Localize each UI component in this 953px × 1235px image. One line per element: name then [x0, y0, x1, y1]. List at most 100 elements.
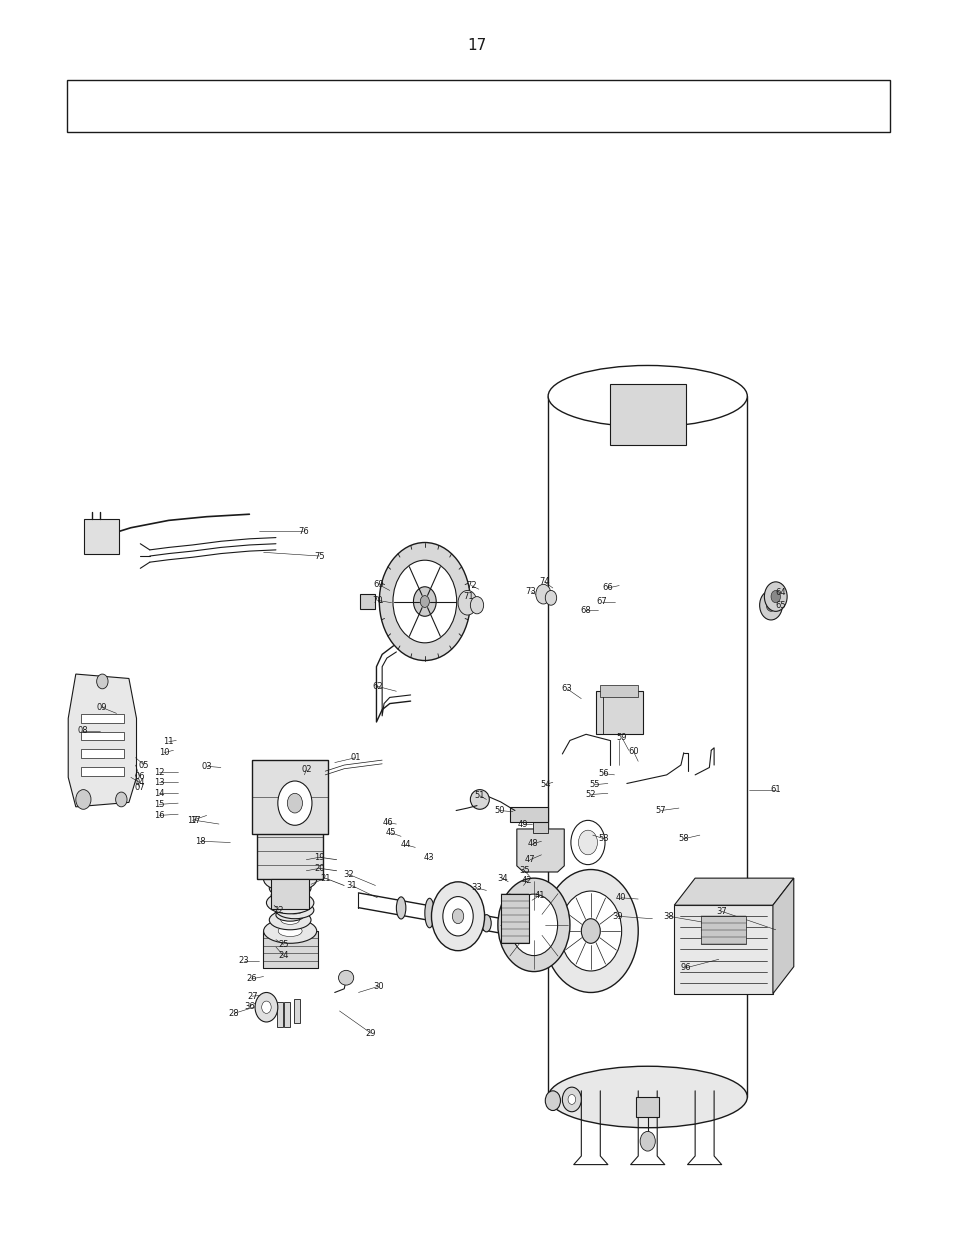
Ellipse shape: [470, 597, 483, 614]
Text: 03: 03: [201, 762, 212, 771]
Text: 23: 23: [238, 956, 249, 965]
Text: 62: 62: [372, 682, 382, 690]
Ellipse shape: [457, 590, 476, 615]
Text: 55: 55: [589, 781, 599, 789]
Ellipse shape: [261, 1002, 271, 1014]
Ellipse shape: [413, 587, 436, 616]
Text: 72: 72: [465, 580, 476, 590]
Bar: [81, 714, 124, 722]
Ellipse shape: [759, 590, 781, 620]
Ellipse shape: [393, 561, 456, 643]
Bar: [609, 384, 685, 446]
Bar: [360, 594, 375, 609]
Ellipse shape: [395, 897, 405, 919]
Text: 36: 36: [244, 1002, 254, 1010]
Bar: [284, 1003, 290, 1028]
Ellipse shape: [639, 1131, 655, 1151]
Ellipse shape: [278, 925, 302, 936]
Text: 31: 31: [346, 881, 356, 890]
Ellipse shape: [278, 874, 302, 885]
Text: 16: 16: [153, 811, 165, 820]
Ellipse shape: [570, 820, 604, 864]
Text: 40: 40: [616, 893, 626, 903]
Text: 28: 28: [229, 1009, 239, 1018]
Text: 07: 07: [134, 783, 145, 792]
Text: 17: 17: [467, 38, 486, 53]
Text: 15: 15: [153, 800, 164, 809]
Text: 19: 19: [314, 852, 324, 862]
Text: 49: 49: [517, 820, 527, 829]
Ellipse shape: [379, 542, 470, 661]
Text: 65: 65: [775, 600, 785, 610]
Text: 96: 96: [679, 963, 690, 972]
Text: 27: 27: [247, 992, 257, 1000]
Ellipse shape: [548, 366, 746, 427]
Text: 56: 56: [598, 769, 609, 778]
Ellipse shape: [96, 674, 108, 689]
Text: 22: 22: [274, 905, 284, 915]
Text: 34: 34: [497, 873, 507, 883]
Polygon shape: [674, 878, 793, 905]
Ellipse shape: [580, 919, 599, 944]
Text: 61: 61: [770, 785, 781, 794]
Text: 50: 50: [494, 806, 504, 815]
Text: 38: 38: [662, 911, 673, 921]
Ellipse shape: [431, 882, 484, 951]
Text: 41: 41: [534, 890, 544, 900]
Text: 13: 13: [153, 778, 165, 787]
Text: 52: 52: [585, 790, 596, 799]
Ellipse shape: [548, 1066, 746, 1128]
Text: 73: 73: [525, 587, 536, 597]
Bar: [68, 80, 888, 132]
Text: 01: 01: [350, 753, 360, 762]
Text: 44: 44: [400, 841, 411, 850]
Text: 70: 70: [372, 595, 382, 605]
Ellipse shape: [567, 1094, 575, 1104]
Text: 54: 54: [539, 781, 550, 789]
Polygon shape: [84, 519, 119, 553]
Text: 76: 76: [297, 527, 309, 536]
Text: 18: 18: [194, 837, 205, 846]
Text: 21: 21: [319, 873, 330, 883]
Text: 09: 09: [96, 703, 107, 711]
Ellipse shape: [424, 898, 434, 927]
Bar: [500, 894, 529, 944]
Ellipse shape: [263, 919, 316, 944]
Text: 57: 57: [655, 806, 665, 815]
Ellipse shape: [280, 915, 299, 924]
Ellipse shape: [497, 878, 569, 972]
Ellipse shape: [287, 793, 302, 813]
Polygon shape: [252, 760, 328, 834]
Ellipse shape: [275, 909, 304, 921]
Ellipse shape: [543, 869, 638, 993]
Bar: [510, 806, 548, 821]
Bar: [636, 1097, 659, 1116]
Ellipse shape: [266, 892, 314, 914]
Bar: [81, 750, 124, 758]
Text: 48: 48: [527, 840, 537, 848]
Text: 29: 29: [365, 1029, 375, 1037]
Ellipse shape: [115, 792, 127, 806]
Polygon shape: [674, 905, 772, 994]
Ellipse shape: [271, 887, 309, 904]
Text: 75: 75: [314, 552, 325, 561]
Ellipse shape: [269, 878, 311, 898]
Ellipse shape: [283, 913, 296, 918]
Ellipse shape: [578, 830, 597, 855]
Ellipse shape: [559, 890, 621, 971]
Bar: [595, 692, 642, 735]
Text: 10: 10: [158, 748, 169, 757]
Text: 46: 46: [382, 819, 393, 827]
Ellipse shape: [453, 908, 462, 927]
Text: 51: 51: [474, 792, 484, 800]
Bar: [599, 685, 638, 698]
Text: 45: 45: [385, 829, 395, 837]
Bar: [533, 820, 548, 832]
Text: 17: 17: [187, 816, 197, 825]
Text: 42: 42: [521, 876, 532, 885]
Ellipse shape: [338, 971, 354, 986]
Ellipse shape: [481, 915, 491, 932]
Text: 67: 67: [597, 597, 607, 606]
Text: 43: 43: [423, 852, 434, 862]
Ellipse shape: [545, 590, 557, 605]
